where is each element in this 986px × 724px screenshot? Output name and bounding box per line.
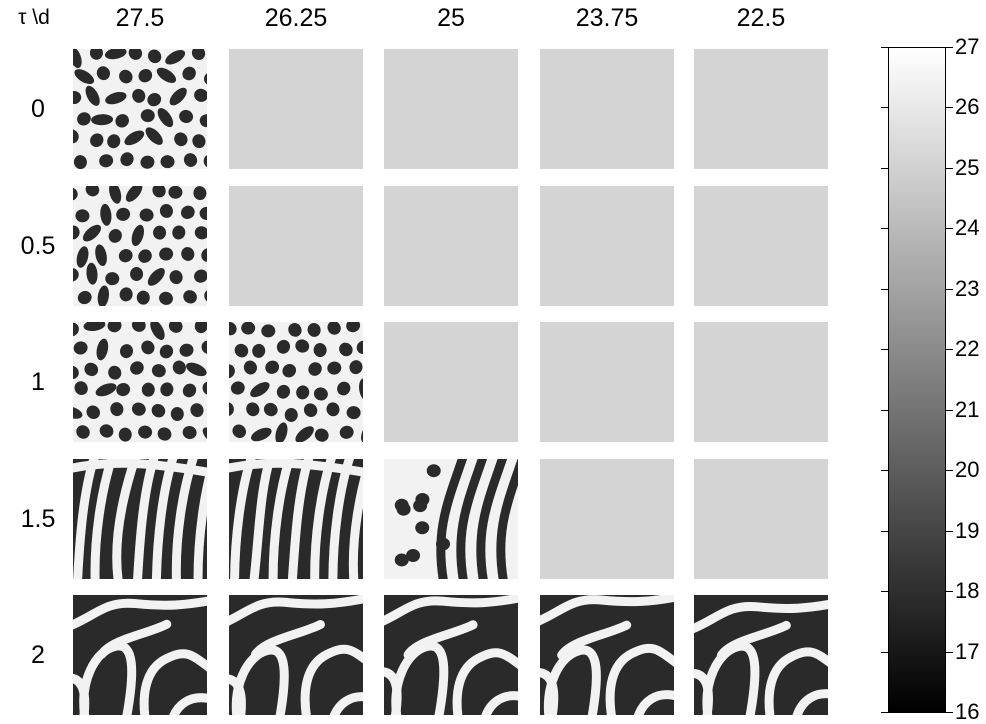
pattern-image: [694, 595, 828, 715]
colorbar-tick: [945, 591, 953, 593]
colorbar-tick-label: 27: [955, 34, 980, 59]
uniform-state-panel: [694, 49, 828, 169]
colorbar-tick-label: 21: [955, 396, 980, 422]
colorbar-tick-label: 17: [955, 638, 980, 664]
colorbar-tick-label: 16: [955, 699, 980, 724]
pattern-image: [229, 595, 363, 715]
colorbar-tick-label: 19: [955, 517, 980, 543]
uniform-state-panel: [694, 186, 828, 306]
pattern-panel-spots: [229, 322, 363, 442]
uniform-state-panel: [540, 49, 674, 169]
row-header: 0: [31, 94, 45, 123]
colorbar-tick-inner: [881, 530, 888, 532]
colorbar-tick-inner: [881, 228, 888, 230]
pattern-image: [384, 595, 518, 715]
colorbar-tick-inner: [881, 349, 888, 351]
pattern-image: [229, 322, 363, 442]
colorbar-tick-label: 20: [955, 457, 980, 483]
pattern-image: [384, 459, 518, 579]
colorbar-tick: [945, 288, 953, 290]
colorbar-tick: [945, 712, 953, 713]
pattern-panel-mixed: [384, 459, 518, 579]
colorbar-tick: [945, 47, 953, 48]
uniform-state-panel: [229, 186, 363, 306]
colorbar-tick-inner: [881, 409, 888, 411]
pattern-image: [73, 49, 207, 169]
row-header: 0.5: [20, 231, 56, 260]
colorbar-tick-inner: [881, 288, 888, 290]
pattern-panel-labyrinth: [384, 595, 518, 715]
colorbar-tick-inner: [881, 591, 888, 593]
colorbar-tick-inner: [881, 712, 888, 713]
colorbar-tick: [945, 228, 953, 230]
pattern-image: [540, 595, 674, 715]
row-header: 1.5: [20, 504, 56, 533]
colorbar-tick-label: 18: [955, 578, 980, 604]
pattern-image: [73, 186, 207, 306]
pattern-image: [73, 595, 207, 715]
pattern-panel-labyrinth: [540, 595, 674, 715]
pattern-panel-stripes: [73, 459, 207, 579]
colorbar-tick: [945, 530, 953, 532]
colorbar-tick: [945, 470, 953, 472]
colorbar-tick-inner: [881, 167, 888, 169]
colorbar-tick-inner: [881, 470, 888, 472]
pattern-panel-spots: [73, 322, 207, 442]
column-header: 25: [437, 4, 465, 32]
colorbar-tick-label: 26: [955, 94, 980, 120]
colorbar: [888, 47, 946, 713]
pattern-image: [73, 459, 207, 579]
pattern-panel-spots: [73, 49, 207, 169]
row-header: 2: [31, 640, 45, 669]
pattern-panel-labyrinth: [694, 595, 828, 715]
uniform-state-panel: [540, 459, 674, 579]
corner-label: τ \d: [18, 6, 50, 29]
colorbar-tick: [945, 107, 953, 109]
uniform-state-panel: [384, 186, 518, 306]
pattern-panel-labyrinth: [229, 595, 363, 715]
colorbar-tick-label: 25: [955, 154, 980, 180]
colorbar-tick-label: 24: [955, 215, 980, 241]
uniform-state-panel: [540, 322, 674, 442]
column-header: 27.5: [115, 4, 165, 32]
colorbar-tick-inner: [881, 107, 888, 109]
uniform-state-panel: [384, 49, 518, 169]
pattern-panel-stripes: [229, 459, 363, 579]
colorbar-tick-inner: [881, 47, 888, 48]
uniform-state-panel: [694, 459, 828, 579]
pattern-image: [229, 459, 363, 579]
colorbar-tick: [945, 409, 953, 411]
colorbar-tick: [945, 651, 953, 653]
colorbar-tick-inner: [881, 651, 888, 653]
colorbar-tick-label: 23: [955, 275, 980, 301]
pattern-panel-labyrinth: [73, 595, 207, 715]
row-header: 1: [31, 367, 45, 396]
colorbar-tick: [945, 167, 953, 169]
column-header: 22.5: [736, 4, 786, 32]
column-header: 26.25: [264, 4, 328, 32]
pattern-panel-spots: [73, 186, 207, 306]
pattern-image: [73, 322, 207, 442]
uniform-state-panel: [384, 322, 518, 442]
uniform-state-panel: [540, 186, 674, 306]
colorbar-tick: [945, 349, 953, 351]
column-header: 23.75: [575, 4, 639, 32]
uniform-state-panel: [694, 322, 828, 442]
uniform-state-panel: [229, 49, 363, 169]
colorbar-tick-label: 22: [955, 336, 980, 362]
